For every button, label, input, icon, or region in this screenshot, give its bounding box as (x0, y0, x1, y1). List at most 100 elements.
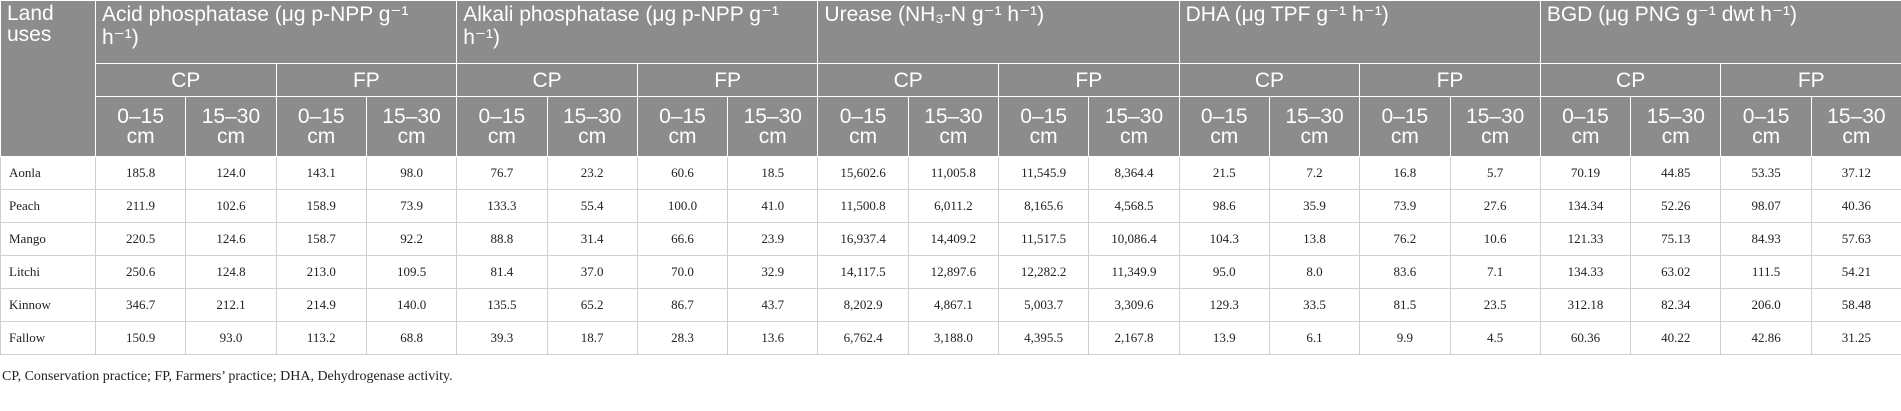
depth-header: 15–30 cm (185, 96, 277, 157)
data-row: Aonla 185.8 124.0 143.1 98.0 76.7 23.2 60.6 18.5… (0, 156, 1901, 190)
cell: 102.6 (185, 189, 277, 223)
cell: 10,086.4 (1088, 222, 1180, 256)
practice-header: FP (1720, 63, 1901, 97)
cell: 104.3 (1178, 222, 1270, 256)
cell: 60.6 (636, 156, 729, 190)
cell: 11,545.9 (998, 156, 1090, 190)
cell: 11,517.5 (998, 222, 1090, 256)
depth-header: 15–30 cm (365, 96, 458, 157)
group-header: DHA (μg TPF g⁻¹ h⁻¹) (1178, 0, 1541, 64)
cell: 13.9 (1178, 321, 1270, 355)
header-row: Land uses Acid phosphatase (μg p-NPP g⁻¹ … (0, 0, 1901, 157)
cell: 220.5 (94, 222, 187, 256)
cell: 13.6 (727, 321, 819, 355)
practice-header: FP (275, 63, 458, 97)
data-row: Fallow 150.9 93.0 113.2 68.8 39.3 18.7 28.3 13.6… (0, 321, 1901, 355)
cell: 98.0 (365, 156, 458, 190)
cell: 63.02 (1630, 255, 1722, 289)
cell: 31.4 (546, 222, 638, 256)
cell: 18.7 (546, 321, 638, 355)
land-use: Mango (0, 222, 96, 256)
cell: 8,364.4 (1088, 156, 1180, 190)
land-use: Aonla (0, 156, 96, 190)
cell: 98.07 (1720, 189, 1812, 223)
cell: 4,867.1 (907, 288, 1000, 322)
cell: 43.7 (727, 288, 819, 322)
cell: 213.0 (275, 255, 367, 289)
cell: 52.26 (1630, 189, 1722, 223)
depth-header: 15–30 cm (1088, 96, 1180, 157)
cell: 93.0 (185, 321, 277, 355)
land-use: Peach (0, 189, 96, 223)
cell: 124.6 (185, 222, 277, 256)
cell: 32.9 (727, 255, 819, 289)
cell: 100.0 (636, 189, 729, 223)
cell: 4.5 (1449, 321, 1541, 355)
cell: 70.0 (636, 255, 729, 289)
cell: 27.6 (1449, 189, 1541, 223)
cell: 39.3 (456, 321, 548, 355)
cell: 6,762.4 (817, 321, 909, 355)
group-header: BGD (μg PNG g⁻¹ dwt h⁻¹) (1539, 0, 1901, 64)
cell: 185.8 (94, 156, 187, 190)
practice-header: FP (636, 63, 819, 97)
practice-header: CP (817, 63, 1000, 97)
group-header: Urease (NH₃-N g⁻¹ h⁻¹) (817, 0, 1180, 64)
cell: 5,003.7 (998, 288, 1090, 322)
cell: 23.2 (546, 156, 638, 190)
group-header: Alkali phosphatase (μg p-NPP g⁻¹ h⁻¹) (456, 0, 819, 64)
cell: 113.2 (275, 321, 367, 355)
cell: 44.85 (1630, 156, 1722, 190)
cell: 212.1 (185, 288, 277, 322)
cell: 92.2 (365, 222, 458, 256)
cell: 55.4 (546, 189, 638, 223)
cell: 158.7 (275, 222, 367, 256)
cell: 11,005.8 (907, 156, 1000, 190)
cell: 158.9 (275, 189, 367, 223)
cell: 33.5 (1268, 288, 1361, 322)
cell: 28.3 (636, 321, 729, 355)
depth-header: 0–15 cm (636, 96, 729, 157)
cell: 73.9 (1359, 189, 1451, 223)
cell: 250.6 (94, 255, 187, 289)
depth-header: 15–30 cm (727, 96, 819, 157)
cell: 42.86 (1720, 321, 1812, 355)
practice-header: CP (1178, 63, 1361, 97)
cell: 40.36 (1810, 189, 1901, 223)
cell: 6.1 (1268, 321, 1361, 355)
cell: 58.48 (1810, 288, 1901, 322)
land-use: Kinnow (0, 288, 96, 322)
cell: 65.2 (546, 288, 638, 322)
cell: 134.34 (1539, 189, 1632, 223)
cell: 53.35 (1720, 156, 1812, 190)
practice-header: FP (1359, 63, 1541, 97)
cell: 121.33 (1539, 222, 1632, 256)
cell: 15,602.6 (817, 156, 909, 190)
cell: 84.93 (1720, 222, 1812, 256)
cell: 70.19 (1539, 156, 1632, 190)
cell: 10.6 (1449, 222, 1541, 256)
cell: 41.0 (727, 189, 819, 223)
header-row: 0–15 cm 15–30 cm 0–15 cm 15–30 cm 0–15 cm 15–… (1, 96, 1901, 157)
cell: 129.3 (1178, 288, 1270, 322)
cell: 37.12 (1810, 156, 1901, 190)
cell: 66.6 (636, 222, 729, 256)
cell: 21.5 (1178, 156, 1270, 190)
depth-header: 0–15 cm (998, 96, 1090, 157)
cell: 3,188.0 (907, 321, 1000, 355)
cell: 88.8 (456, 222, 548, 256)
cell: 4,395.5 (998, 321, 1090, 355)
data-row: Peach 211.9 102.6 158.9 73.9 133.3 55.4 100.0 41… (0, 189, 1901, 223)
cell: 140.0 (365, 288, 458, 322)
depth-header: 15–30 cm (1268, 96, 1361, 157)
cell: 4,568.5 (1088, 189, 1180, 223)
cell: 124.8 (185, 255, 277, 289)
cell: 68.8 (365, 321, 458, 355)
data-row: Kinnow 346.7 212.1 214.9 140.0 135.5 65.2 86.7 4… (0, 288, 1901, 322)
cell: 95.0 (1178, 255, 1270, 289)
cell: 2,167.8 (1088, 321, 1180, 355)
cell: 40.22 (1630, 321, 1722, 355)
depth-header: 15–30 cm (1630, 96, 1722, 157)
cell: 109.5 (365, 255, 458, 289)
